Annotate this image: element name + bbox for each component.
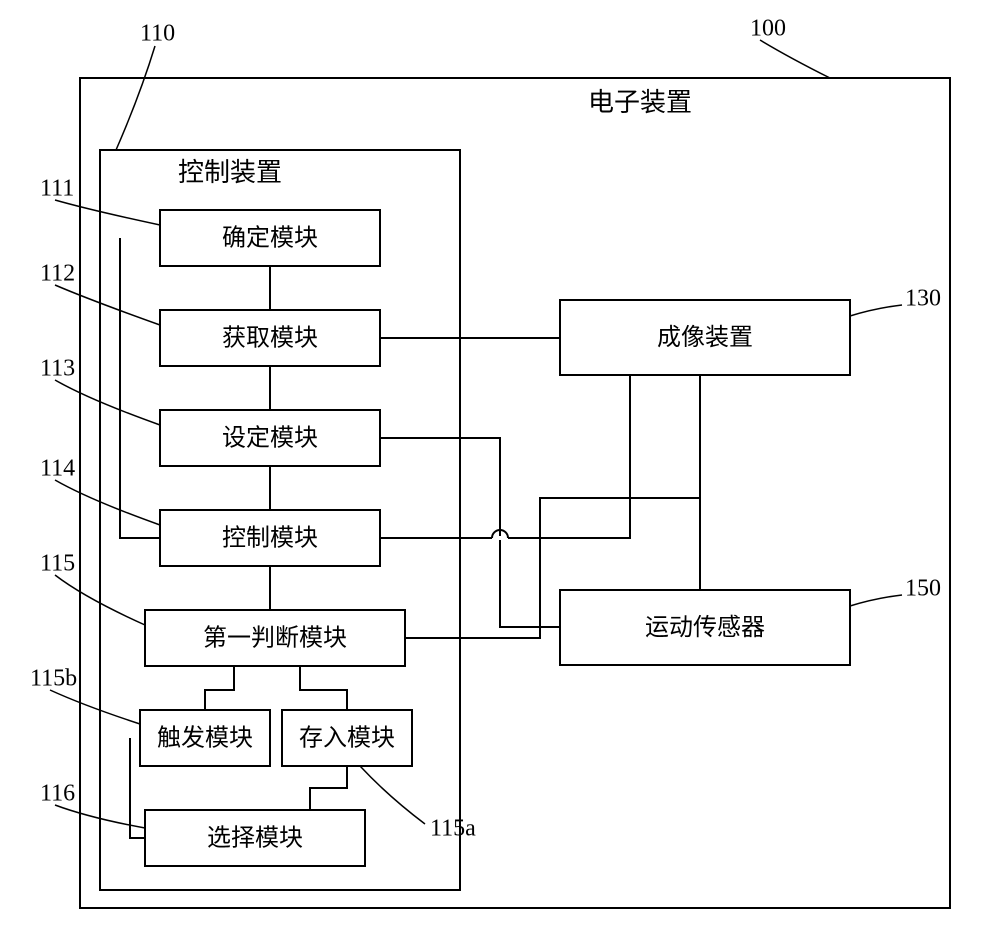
m115a-label: 存入模块 [299, 725, 395, 752]
m115b-label: 触发模块 [157, 725, 253, 752]
m114-label: 控制模块 [222, 525, 318, 552]
m116-ref: 116 [40, 781, 75, 807]
r130-ref: 130 [905, 286, 941, 312]
m113-label: 设定模块 [222, 425, 318, 452]
r130-label: 成像装置 [657, 324, 753, 351]
m115-ref: 115 [40, 551, 75, 577]
control-device-title: 控制装置 [178, 158, 282, 187]
outer-lead [760, 40, 830, 78]
diagram-canvas: 电子装置 100 控制装置 110 确定模块 111 获取模块 112 设定模块 113 控制模块 1… [0, 0, 1000, 928]
outer-ref: 100 [750, 16, 786, 42]
r150-label: 运动传感器 [645, 614, 765, 641]
control-device-ref: 110 [140, 21, 175, 47]
m114-ref: 114 [40, 456, 75, 482]
m116-label: 选择模块 [207, 825, 303, 852]
r150-ref: 150 [905, 576, 941, 602]
m112-ref: 112 [40, 261, 75, 287]
m111-label: 确定模块 [222, 225, 318, 252]
m111-ref: 111 [40, 176, 74, 202]
m115b-ref: 115b [30, 666, 77, 692]
m115a-ref: 115a [430, 816, 476, 842]
outer-title: 电子装置 [588, 88, 692, 117]
m112-label: 获取模块 [222, 325, 318, 352]
m113-ref: 113 [40, 356, 75, 382]
m115-label: 第一判断模块 [203, 625, 347, 652]
